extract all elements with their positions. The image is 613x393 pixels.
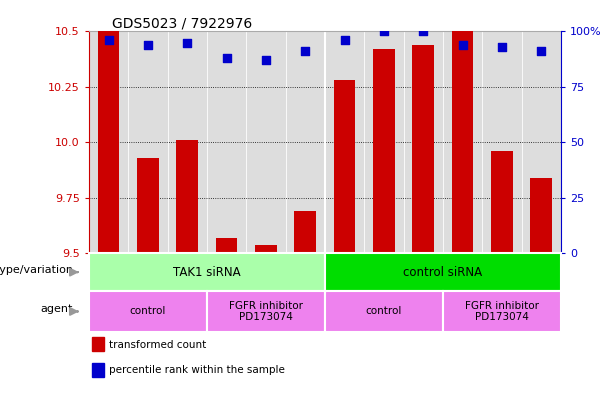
Bar [92, 363, 104, 377]
Bar [207, 31, 246, 253]
Bar [443, 31, 482, 253]
Text: FGFR inhibitor
PD173074: FGFR inhibitor PD173074 [465, 301, 539, 322]
Bar [491, 151, 512, 253]
Point [379, 28, 389, 35]
Text: agent: agent [40, 305, 73, 314]
Bar [482, 31, 522, 253]
Point [143, 42, 153, 48]
Point [536, 48, 546, 55]
Point [340, 37, 349, 44]
Point [104, 37, 113, 44]
Text: transformed count: transformed count [109, 340, 206, 350]
Bar [286, 31, 325, 253]
Point [418, 28, 428, 35]
Bar [294, 211, 316, 253]
Bar [325, 253, 561, 291]
Bar [89, 253, 325, 291]
Point [261, 57, 271, 63]
Bar [246, 31, 286, 253]
Bar [177, 140, 198, 253]
Bar [325, 291, 443, 332]
Bar [92, 337, 104, 351]
Point [222, 55, 232, 61]
Point [300, 48, 310, 55]
Bar [255, 244, 276, 253]
Bar [207, 291, 325, 332]
Text: FGFR inhibitor
PD173074: FGFR inhibitor PD173074 [229, 301, 303, 322]
Bar [443, 291, 561, 332]
Point [182, 39, 192, 46]
Bar [128, 31, 167, 253]
Bar [333, 80, 356, 253]
Text: control: control [130, 307, 166, 316]
Bar [403, 31, 443, 253]
Text: percentile rank within the sample: percentile rank within the sample [109, 365, 284, 375]
Point [458, 42, 468, 48]
Bar [216, 238, 237, 253]
Text: genotype/variation: genotype/variation [0, 265, 73, 275]
Bar [373, 49, 395, 253]
Bar [137, 158, 159, 253]
Text: TAK1 siRNA: TAK1 siRNA [173, 266, 241, 279]
Bar [522, 31, 561, 253]
Bar [89, 31, 128, 253]
Text: control siRNA: control siRNA [403, 266, 482, 279]
Bar [167, 31, 207, 253]
Bar [530, 178, 552, 253]
Point [497, 44, 507, 50]
Bar [325, 31, 364, 253]
Bar [89, 291, 207, 332]
Text: control: control [366, 307, 402, 316]
Bar [452, 0, 473, 253]
Bar [364, 31, 403, 253]
Text: GDS5023 / 7922976: GDS5023 / 7922976 [113, 16, 253, 30]
Bar [97, 0, 120, 253]
Bar [413, 45, 434, 253]
